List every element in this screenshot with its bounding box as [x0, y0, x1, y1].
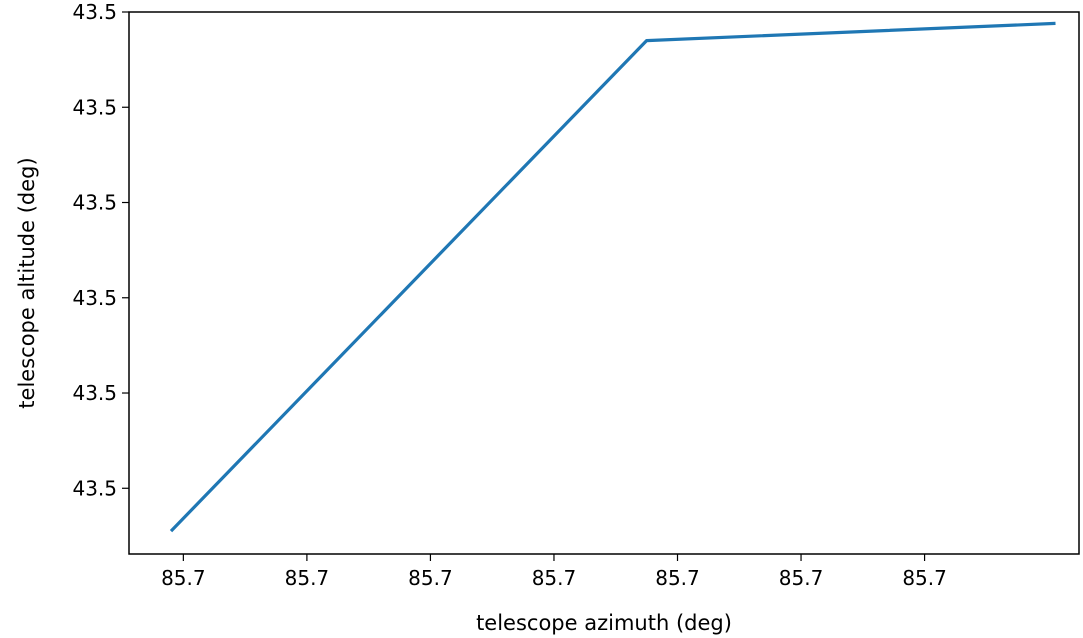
x-tick-label: 85.7 [655, 566, 700, 590]
x-tick-label: 85.7 [532, 566, 577, 590]
y-tick-label: 43.5 [72, 0, 117, 24]
x-tick-label: 85.7 [161, 566, 206, 590]
x-axis: 85.7 85.7 85.7 85.7 85.7 85.7 85.7 [161, 554, 947, 590]
y-axis: 43.5 43.5 43.5 43.5 43.5 43.5 [72, 0, 129, 500]
y-tick-label: 43.5 [72, 381, 117, 405]
y-tick-label: 43.5 [72, 286, 117, 310]
plot-area [169, 21, 1056, 533]
y-axis-label: telescope altitude (deg) [15, 157, 39, 408]
axes-frame [128, 11, 1080, 555]
x-tick-label: 85.7 [779, 566, 824, 590]
x-tick-label: 85.7 [902, 566, 947, 590]
y-tick-label: 43.5 [72, 476, 117, 500]
series-line [169, 21, 1056, 533]
y-tick-label: 43.5 [72, 95, 117, 119]
x-tick-label: 85.7 [408, 566, 453, 590]
x-tick-label: 85.7 [285, 566, 330, 590]
y-tick-label: 43.5 [72, 191, 117, 215]
x-axis-label: telescope azimuth (deg) [476, 611, 732, 635]
